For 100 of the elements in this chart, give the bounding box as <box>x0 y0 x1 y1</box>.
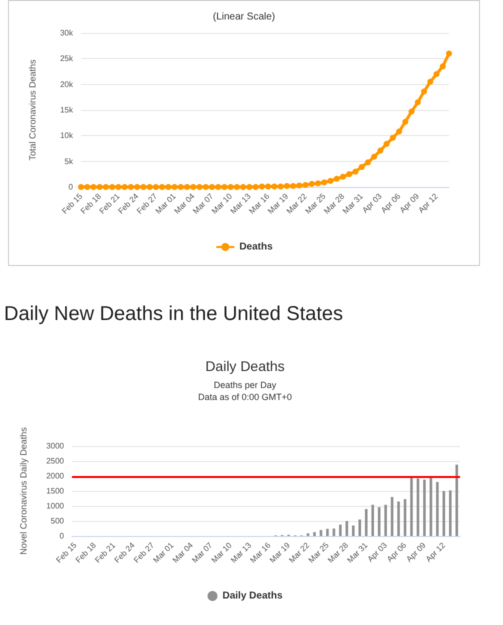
text: Daily New Deaths in the United States <box>4 303 344 325</box>
y-axis-title: Total Coronavirus Deaths <box>28 58 38 161</box>
point <box>402 118 408 125</box>
point <box>90 184 96 190</box>
point <box>296 182 302 188</box>
bar <box>352 526 355 536</box>
bar <box>313 532 316 536</box>
point <box>78 184 84 190</box>
point <box>308 180 315 187</box>
point <box>84 184 90 190</box>
bar <box>423 480 426 536</box>
point <box>128 184 134 190</box>
point <box>352 168 358 175</box>
point <box>252 184 259 190</box>
point <box>384 140 390 147</box>
point <box>390 134 396 141</box>
point <box>358 164 365 170</box>
y-tick-label: 0 <box>68 182 74 192</box>
y-tick-label: 3000 <box>46 442 65 450</box>
point <box>446 50 452 57</box>
point <box>340 174 346 180</box>
point <box>258 183 265 190</box>
y-tick-label: 20k <box>60 80 74 89</box>
point <box>315 180 322 186</box>
x-tick-label: Apr 03 <box>366 540 390 564</box>
point <box>178 184 184 190</box>
chart-title: Daily Deaths <box>205 358 285 374</box>
point <box>102 184 109 190</box>
bar <box>436 482 439 536</box>
y-tick-label: 15k <box>60 106 74 114</box>
y-tick-label: 0 <box>60 532 65 540</box>
point <box>302 182 309 188</box>
bar <box>416 478 420 536</box>
point <box>290 182 296 189</box>
point <box>364 159 371 166</box>
bar <box>390 497 394 536</box>
point <box>328 178 334 184</box>
chart-subtitle: Deaths per Day Data as of 0:00 GMT+0 <box>198 380 292 402</box>
point <box>321 179 328 186</box>
bar <box>449 490 452 536</box>
point <box>172 184 178 190</box>
point <box>346 171 352 178</box>
point <box>96 184 103 190</box>
bar <box>306 533 310 536</box>
point <box>208 184 215 190</box>
point <box>122 184 128 190</box>
bar <box>332 528 336 536</box>
y-tick-label: 1500 <box>46 486 65 496</box>
point <box>334 176 340 182</box>
bar <box>346 521 348 536</box>
bar <box>404 499 406 536</box>
point <box>234 184 240 190</box>
point <box>371 154 378 160</box>
point <box>109 184 116 190</box>
point <box>165 184 172 190</box>
point <box>221 184 228 190</box>
legend-label: Deaths <box>239 242 274 252</box>
y-tick-label: 2000 <box>46 472 65 480</box>
y-tick-label: 500 <box>50 516 65 526</box>
point <box>440 63 446 70</box>
point <box>265 183 272 190</box>
bar <box>410 478 413 536</box>
point <box>427 78 434 85</box>
point <box>184 184 190 190</box>
y-tick-label: 1000 <box>46 502 65 510</box>
point <box>202 184 209 190</box>
bar <box>364 509 368 536</box>
bar <box>455 464 458 536</box>
point <box>159 184 166 190</box>
point <box>215 184 222 190</box>
point <box>228 184 234 190</box>
bar <box>442 491 446 536</box>
chart-title: (Linear Scale) <box>212 12 276 22</box>
point <box>284 182 290 189</box>
bar <box>339 524 342 536</box>
point <box>396 128 402 135</box>
point <box>434 71 440 78</box>
point <box>140 184 146 190</box>
x-tick-label: Apr 12 <box>424 540 448 564</box>
bar <box>430 476 432 536</box>
point <box>421 88 428 95</box>
point <box>146 184 153 190</box>
point <box>414 99 421 106</box>
point <box>115 184 122 190</box>
bar <box>378 507 380 536</box>
point <box>190 184 196 190</box>
point <box>196 184 203 190</box>
point <box>240 184 246 190</box>
y-tick-label: 2500 <box>46 456 65 466</box>
point <box>134 184 140 190</box>
point <box>278 183 284 190</box>
y-tick-label: 10k <box>60 131 74 140</box>
bar <box>326 528 329 536</box>
y-axis-title: Novel Coronavirus Daily Deaths <box>18 426 28 555</box>
point <box>271 183 278 190</box>
bar <box>358 520 362 536</box>
y-tick-label: 25k <box>60 54 74 64</box>
y-tick-label: 5k <box>64 156 74 166</box>
point <box>246 184 252 190</box>
bar <box>384 504 387 536</box>
